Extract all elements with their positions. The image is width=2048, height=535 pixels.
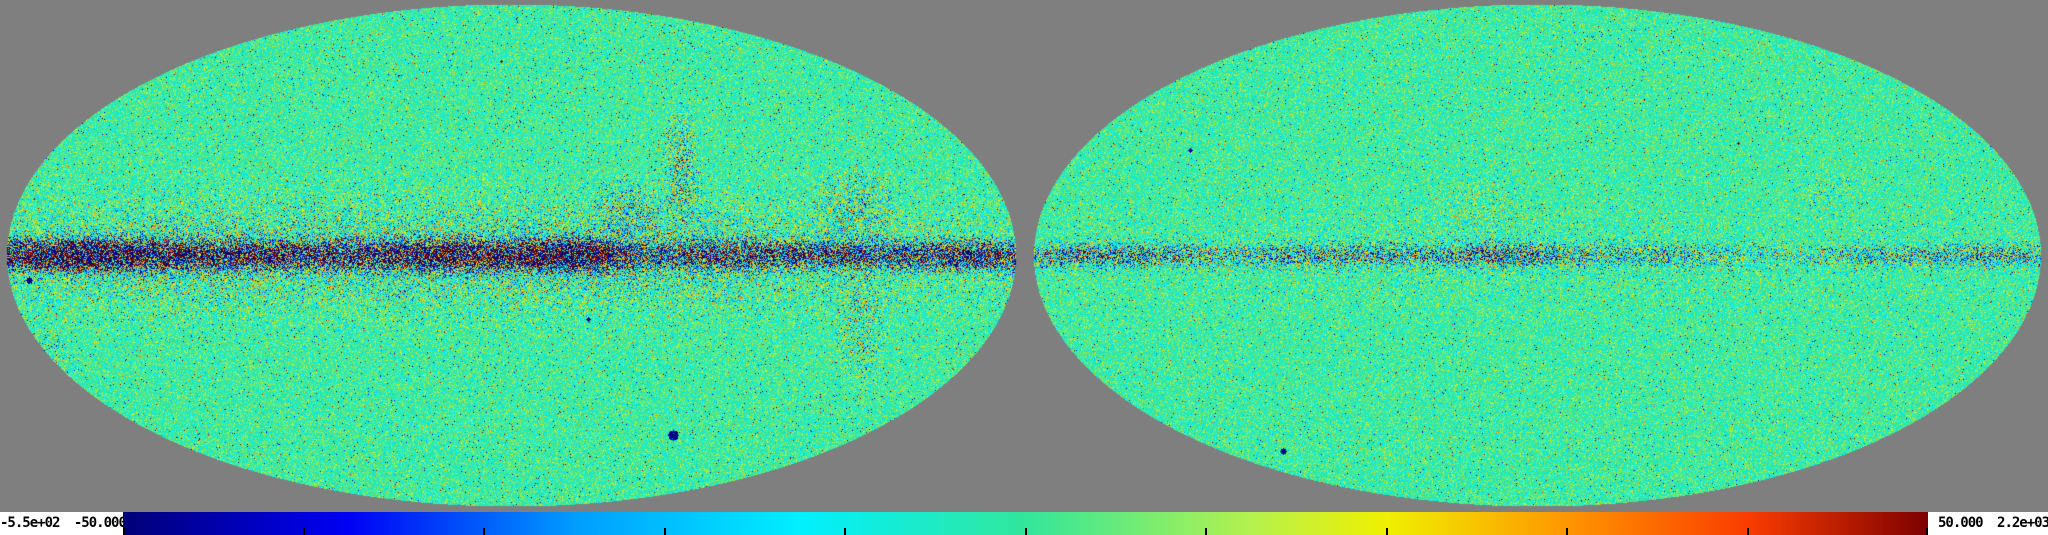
colorbar-tick (1205, 528, 1207, 535)
colorbar-data-min-label: -5.5e+02 (0, 515, 60, 531)
colorbar-tick (663, 528, 666, 535)
colorbar-min-labels: -5.5e+02 -50.000 (0, 512, 123, 535)
colorbar-tick (1385, 528, 1388, 535)
colorbar-scale-max-label: 50.000 (1938, 515, 1984, 531)
colorbar-data-max-label: 2.2e+03 (1997, 515, 2048, 531)
colorbar-tick (1024, 528, 1027, 535)
colorbar-tick (1926, 528, 1928, 535)
colorbar-tick (1566, 528, 1568, 535)
colorbar-tick (302, 528, 305, 535)
colorbar: -5.5e+02 -50.000 50.000 2.2e+03 (0, 512, 2048, 535)
colorbar-tick (1746, 528, 1749, 535)
colorbar-tick (123, 528, 125, 535)
colorbar-scale-min-label: -50.000 (73, 515, 123, 531)
mollweide-sky-maps-canvas (0, 0, 2048, 512)
colorbar-gradient (123, 512, 1928, 535)
colorbar-tick (483, 528, 485, 535)
colorbar-max-labels: 50.000 2.2e+03 (1928, 512, 2048, 535)
colorbar-tick (844, 528, 846, 535)
